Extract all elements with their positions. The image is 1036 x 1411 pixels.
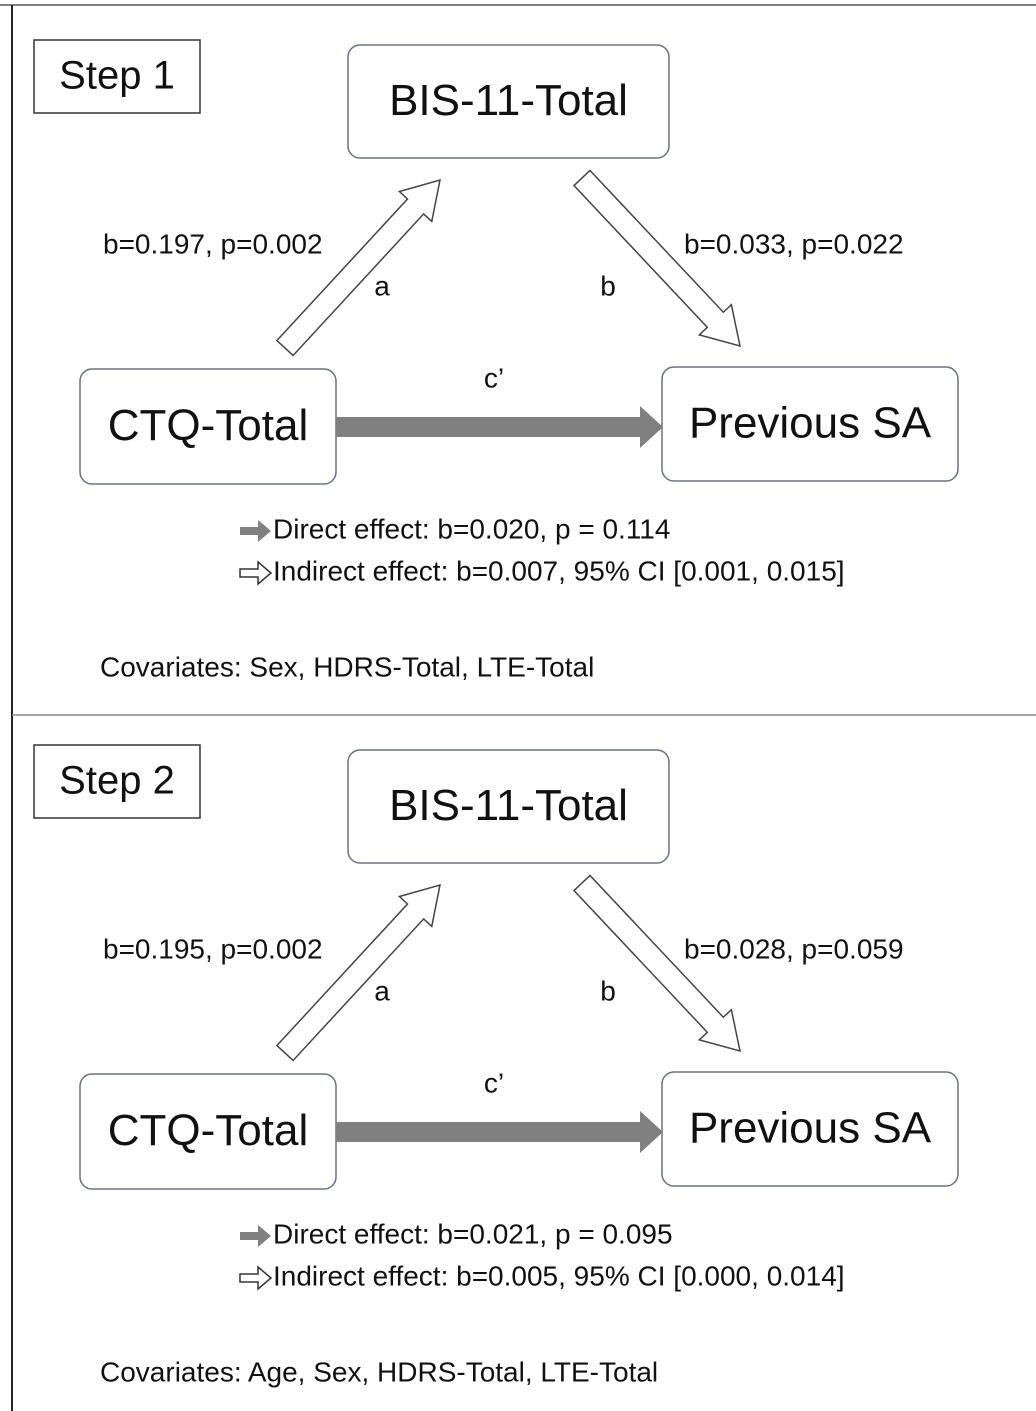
path-c-label: c’ bbox=[484, 1067, 504, 1098]
path-a-arrow bbox=[275, 178, 441, 357]
path-b-arrow bbox=[572, 169, 741, 348]
path-c-label: c’ bbox=[484, 362, 504, 393]
node-box bbox=[661, 1071, 959, 1187]
node-box bbox=[347, 749, 670, 864]
path-b-stats: b=0.033, p=0.022 bbox=[684, 228, 904, 259]
path-a-stats: b=0.195, p=0.002 bbox=[103, 933, 323, 964]
node-label: CTQ-Total bbox=[108, 1106, 308, 1155]
node-label: CTQ-Total bbox=[108, 401, 308, 450]
path-a-label: a bbox=[374, 975, 390, 1006]
direct-icon bbox=[240, 520, 271, 542]
node-label: BIS-11-Total bbox=[389, 76, 628, 125]
path-c-arrow bbox=[336, 1111, 663, 1153]
path-c-arrow bbox=[336, 406, 663, 448]
node-box bbox=[661, 366, 959, 482]
node-box bbox=[347, 44, 670, 159]
direct-icon bbox=[240, 1225, 271, 1247]
path-b-stats: b=0.028, p=0.059 bbox=[684, 933, 904, 964]
indirect-effect: Indirect effect: b=0.007, 95% CI [0.001,… bbox=[273, 555, 845, 586]
covariates: Covariates: Sex, HDRS-Total, LTE-Total bbox=[100, 651, 594, 682]
step-box bbox=[33, 39, 201, 114]
panel: Step 2 BIS-11-Total CTQ-Total Previous SA b=… bbox=[33, 744, 959, 1387]
step-box bbox=[33, 744, 201, 819]
path-a-arrow bbox=[275, 883, 441, 1062]
node-label: Previous SA bbox=[689, 399, 932, 448]
path-b-label: b bbox=[600, 270, 616, 301]
covariates: Covariates: Age, Sex, HDRS-Total, LTE-To… bbox=[100, 1356, 658, 1387]
step-label: Step 1 bbox=[59, 54, 175, 98]
path-a-stats: b=0.197, p=0.002 bbox=[103, 228, 323, 259]
path-a-label: a bbox=[374, 270, 390, 301]
direct-effect: Direct effect: b=0.020, p = 0.114 bbox=[273, 513, 670, 544]
indirect-icon bbox=[239, 560, 273, 586]
direct-effect: Direct effect: b=0.021, p = 0.095 bbox=[273, 1218, 673, 1249]
path-b-label: b bbox=[600, 975, 616, 1006]
path-b-arrow bbox=[572, 874, 741, 1053]
panel: Step 1 BIS-11-Total CTQ-Total Previous SA b=… bbox=[33, 39, 959, 682]
node-label: Previous SA bbox=[689, 1104, 932, 1153]
node-label: BIS-11-Total bbox=[389, 781, 628, 830]
step-label: Step 2 bbox=[59, 759, 175, 803]
indirect-effect: Indirect effect: b=0.005, 95% CI [0.000,… bbox=[273, 1260, 845, 1291]
indirect-icon bbox=[239, 1265, 273, 1291]
